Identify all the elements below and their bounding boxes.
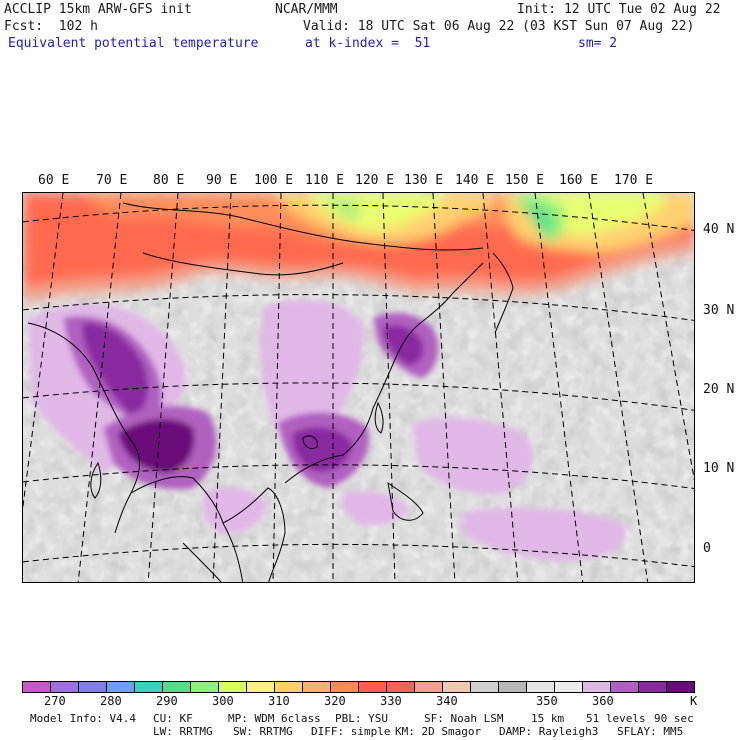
map-panel	[22, 192, 695, 583]
footer-item: MP: WDM 6class	[228, 712, 321, 725]
graticule	[23, 193, 694, 582]
footer-item: DAMP: Rayleigh3	[499, 725, 599, 738]
colorbar-swatch	[79, 682, 107, 692]
footer-item: KM: 2D Smagor	[395, 725, 482, 738]
colorbar-label: 300	[212, 694, 234, 708]
colorbar-swatch	[275, 682, 303, 692]
colorbar-label: 280	[100, 694, 122, 708]
colorbar	[22, 681, 695, 693]
colorbar-swatch	[667, 682, 694, 692]
model-title: ACCLIP 15km ARW-GFS init	[4, 2, 192, 17]
forecast-hour: Fcst: 102 h	[4, 19, 98, 34]
lon-label: 100 E	[254, 173, 294, 188]
lon-label: 140 E	[455, 173, 495, 188]
colorbar-swatch	[415, 682, 443, 692]
high-theta-e-regions	[28, 299, 626, 561]
lon-label: 130 E	[404, 173, 444, 188]
colorbar-label: 350	[536, 694, 558, 708]
lon-label: 70 E	[96, 173, 128, 188]
lat-label: 10 N	[703, 461, 735, 476]
colorbar-label: 340	[436, 694, 458, 708]
footer-item: CU: KF	[153, 712, 193, 725]
colorbar-swatch	[135, 682, 163, 692]
colorbar-swatch	[163, 682, 191, 692]
colorbar-swatch	[583, 682, 611, 692]
colorbar-swatch	[247, 682, 275, 692]
colorbar-swatch	[107, 682, 135, 692]
lon-label: 90 E	[206, 173, 238, 188]
colorbar-swatch	[555, 682, 583, 692]
colorbar-swatch	[499, 682, 527, 692]
colorbar-label: 320	[324, 694, 346, 708]
footer-item: 15 km	[531, 712, 565, 725]
colorbar-swatch	[23, 682, 51, 692]
colorbar-swatch	[471, 682, 499, 692]
colorbar-swatch	[443, 682, 471, 692]
lon-label: 170 E	[614, 173, 654, 188]
footer-item: DIFF: simple	[311, 725, 391, 738]
lon-label: 150 E	[505, 173, 545, 188]
footer-item: SF: Noah LSM	[424, 712, 504, 725]
lat-label: 0	[703, 541, 711, 556]
smoothing: sm= 2	[578, 36, 618, 51]
colorbar-swatch	[219, 682, 247, 692]
lon-label: 60 E	[38, 173, 70, 188]
footer-item: Model Info: V4.4	[30, 712, 136, 725]
org-label: NCAR/MMM	[275, 2, 338, 17]
init-time: Init: 12 UTC Tue 02 Aug 22	[517, 2, 721, 17]
level-index: at k-index = 51	[305, 36, 431, 51]
colorbar-swatch	[611, 682, 639, 692]
footer-item: PBL: YSU	[335, 712, 388, 725]
colorbar-swatch	[527, 682, 555, 692]
lat-label: 40 N	[703, 222, 735, 237]
colorbar-swatch	[387, 682, 415, 692]
colorbar-swatch	[639, 682, 667, 692]
lat-label: 20 N	[703, 382, 735, 397]
lon-label: 80 E	[153, 173, 185, 188]
lon-label: 110 E	[305, 173, 345, 188]
coastlines	[27, 202, 514, 582]
colorbar-label: 360	[592, 694, 614, 708]
lat-label: 30 N	[703, 303, 735, 318]
lon-label: 120 E	[355, 173, 395, 188]
colorbar-label: 290	[156, 694, 178, 708]
footer-item: 51 levels	[586, 712, 646, 725]
footer-item: 90 sec	[654, 712, 694, 725]
colorbar-label: 310	[268, 694, 290, 708]
theta-e-field	[23, 193, 694, 582]
colorbar-swatch	[51, 682, 79, 692]
colorbar-swatch	[359, 682, 387, 692]
colorbar-swatch	[303, 682, 331, 692]
footer-item: SFLAY: MM5	[617, 725, 684, 738]
valid-time: Valid: 18 UTC Sat 06 Aug 22 (03 KST Sun …	[303, 19, 695, 34]
colorbar-swatch	[331, 682, 359, 692]
field-name: Equivalent potential temperature	[8, 36, 259, 51]
lon-label: 160 E	[559, 173, 599, 188]
colorbar-label: 270	[44, 694, 66, 708]
colorbar-swatch	[191, 682, 219, 692]
footer-item: LW: RRTMG	[153, 725, 213, 738]
colorbar-label: 330	[380, 694, 402, 708]
colorbar-unit: K	[690, 694, 698, 708]
footer-item: SW: RRTMG	[233, 725, 293, 738]
